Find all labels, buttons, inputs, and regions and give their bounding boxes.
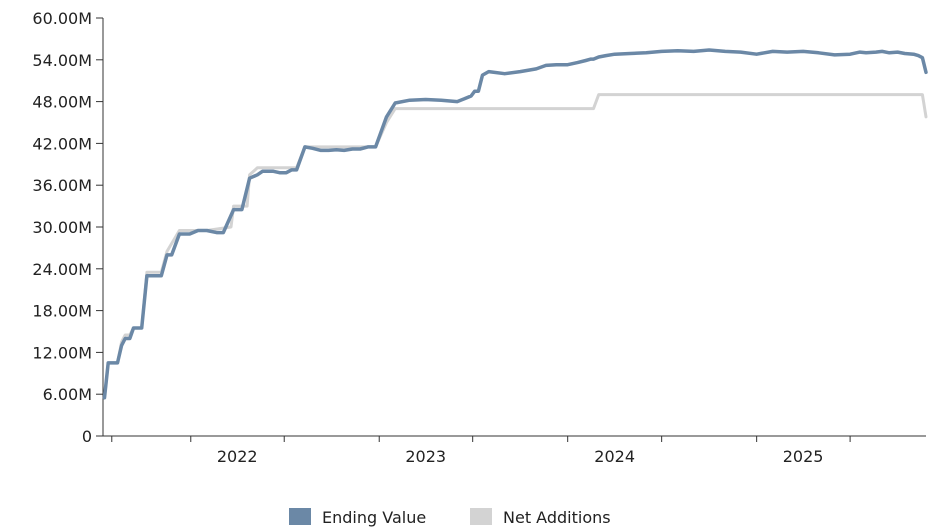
series-line-ending-value <box>102 48 928 400</box>
legend-label: Ending Value <box>322 508 426 527</box>
legend-swatch <box>470 508 492 525</box>
y-tick-label: 42.00M <box>32 134 92 153</box>
x-tick-label: 2025 <box>783 447 824 466</box>
y-tick-label: 24.00M <box>32 260 92 279</box>
y-tick-label: 60.00M <box>32 9 92 28</box>
y-tick-label: 12.00M <box>32 343 92 362</box>
y-tick-label: 6.00M <box>43 385 92 404</box>
x-tick-label: 2024 <box>594 447 635 466</box>
x-tick-label: 2022 <box>217 447 258 466</box>
y-axis: 0 6.00M 12.00M 18.00M 24.00M 30.00M 36.00M 42.0… <box>32 9 104 446</box>
legend-swatch <box>289 508 311 525</box>
y-tick-label: 0 <box>82 427 92 446</box>
y-tick-label: 30.00M <box>32 218 92 237</box>
series-layer <box>102 48 928 400</box>
y-tick-label: 54.00M <box>32 51 92 70</box>
y-tick-label: 48.00M <box>32 93 92 112</box>
series-line-net-additions <box>103 93 928 400</box>
x-axis: 2022 2023 2024 2025 <box>103 435 926 466</box>
y-tick-label: 18.00M <box>32 302 92 321</box>
y-tick-label: 36.00M <box>32 176 92 195</box>
x-tick-label: 2023 <box>405 447 446 466</box>
legend-label: Net Additions <box>503 508 611 527</box>
legend-item-ending-value: Ending Value <box>289 508 426 527</box>
legend: Ending Value Net Additions <box>289 508 611 527</box>
legend-item-net-additions: Net Additions <box>470 508 611 527</box>
